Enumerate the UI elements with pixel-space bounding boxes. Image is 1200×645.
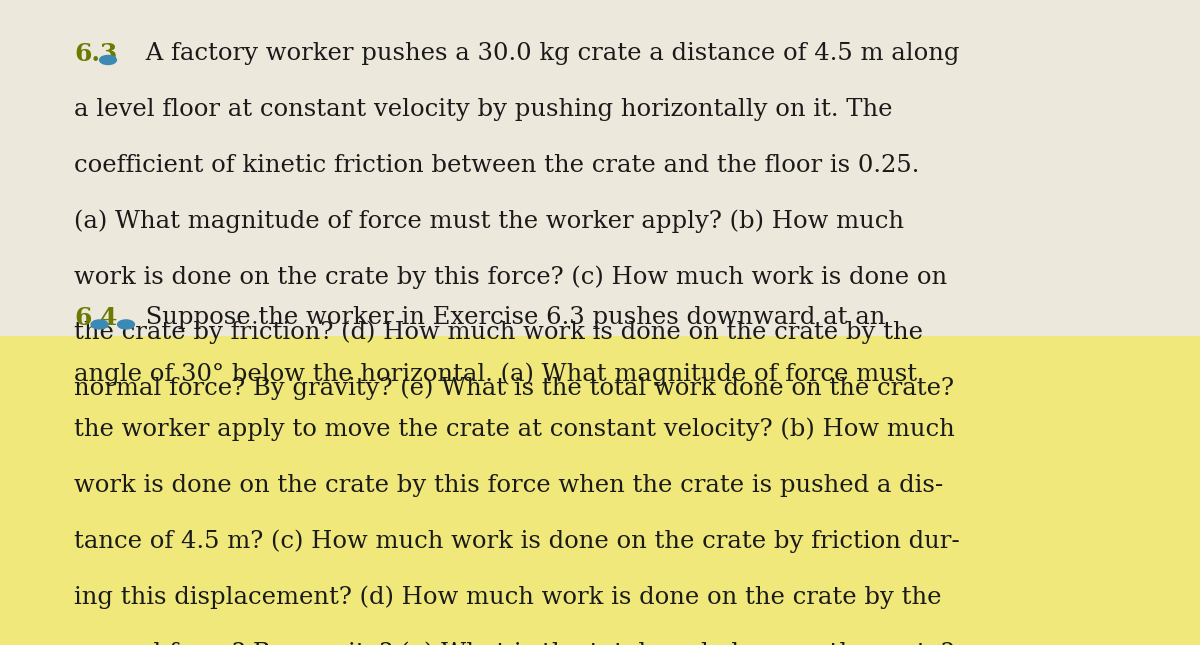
Text: a level floor at constant velocity by pushing horizontally on it. The: a level floor at constant velocity by pu…	[74, 97, 893, 121]
Text: angle of 30° below the horizontal. (a) What magnitude of force must: angle of 30° below the horizontal. (a) W…	[74, 362, 918, 386]
FancyBboxPatch shape	[0, 337, 1200, 645]
Circle shape	[100, 55, 116, 64]
Text: the worker apply to move the crate at constant velocity? (b) How much: the worker apply to move the crate at co…	[74, 418, 955, 441]
Text: coefficient of kinetic friction between the crate and the floor is 0.25.: coefficient of kinetic friction between …	[74, 154, 919, 177]
Text: Suppose the worker in Exercise 6.3 pushes downward at an: Suppose the worker in Exercise 6.3 pushe…	[138, 306, 886, 330]
Text: 6.3: 6.3	[74, 42, 118, 66]
Circle shape	[118, 320, 134, 329]
Text: A factory worker pushes a 30.0 kg crate a distance of 4.5 m along: A factory worker pushes a 30.0 kg crate …	[138, 42, 960, 65]
Text: 6.4: 6.4	[74, 306, 118, 330]
Text: ing this displacement? (d) How much work is done on the crate by the: ing this displacement? (d) How much work…	[74, 586, 942, 609]
Text: tance of 4.5 m? (c) How much work is done on the crate by friction dur-: tance of 4.5 m? (c) How much work is don…	[74, 530, 960, 553]
Text: work is done on the crate by this force when the crate is pushed a dis-: work is done on the crate by this force …	[74, 473, 943, 497]
Text: the crate by friction? (d) How much work is done on the crate by the: the crate by friction? (d) How much work…	[74, 321, 924, 344]
Circle shape	[91, 320, 108, 329]
Text: normal force? By gravity? (e) What is the total work done on the crate?: normal force? By gravity? (e) What is th…	[74, 377, 954, 400]
Text: normal force? By gravity? (e) What is the total work done on the crate?: normal force? By gravity? (e) What is th…	[74, 641, 954, 645]
Text: work is done on the crate by this force? (c) How much work is done on: work is done on the crate by this force?…	[74, 265, 948, 288]
Text: (a) What magnitude of force must the worker apply? (b) How much: (a) What magnitude of force must the wor…	[74, 209, 905, 233]
